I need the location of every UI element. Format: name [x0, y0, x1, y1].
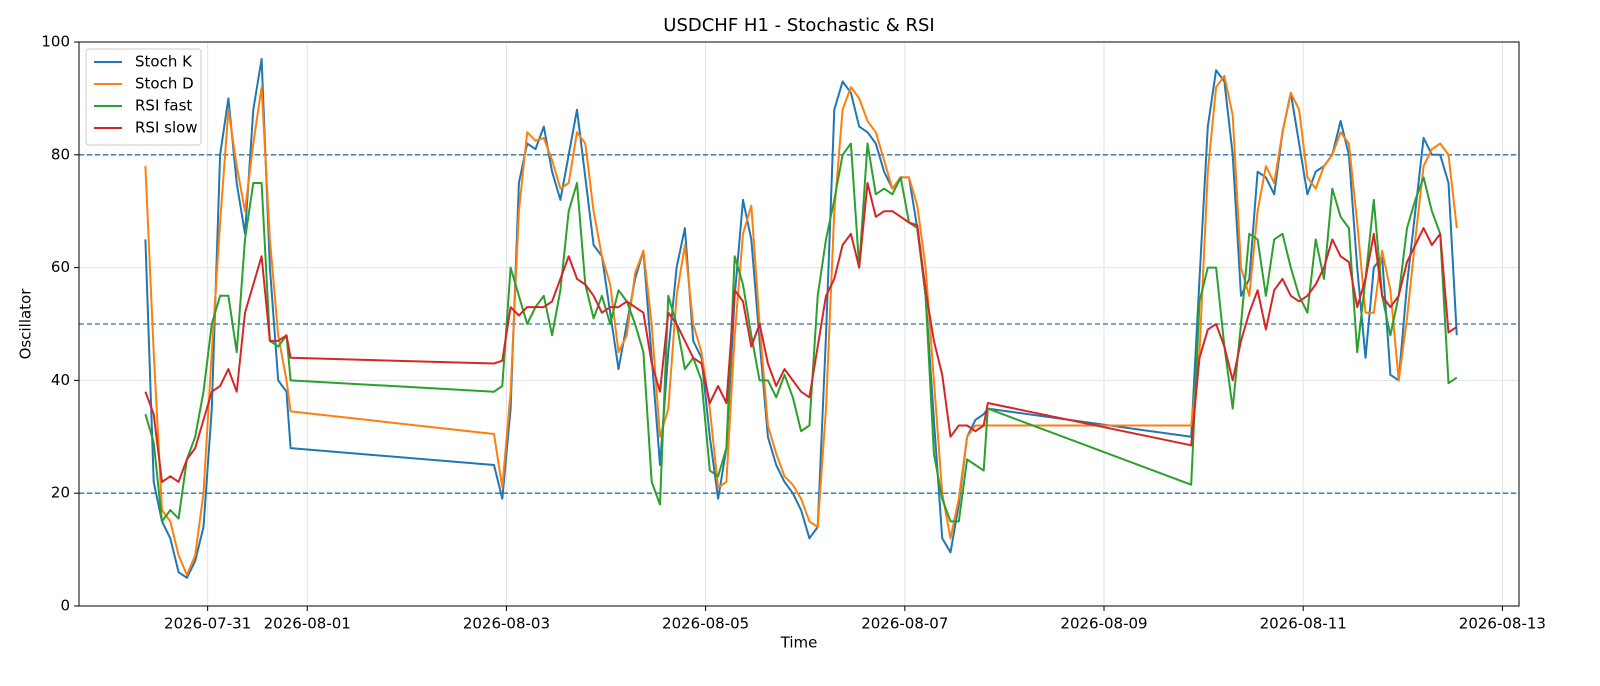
- y-tick-label: 60: [51, 258, 70, 276]
- y-tick-label: 40: [51, 371, 70, 389]
- x-tick-label: 2026-08-07: [861, 615, 948, 633]
- x-tick-label: 2026-07-31: [164, 615, 251, 633]
- y-tick-label: 100: [41, 33, 70, 51]
- y-tick-label: 20: [51, 484, 70, 502]
- legend-label: RSI slow: [135, 119, 198, 137]
- legend-label: Stoch D: [135, 75, 194, 93]
- x-tick-label: 2026-08-01: [264, 615, 351, 633]
- x-tick-label: 2026-08-13: [1459, 615, 1546, 633]
- series-line: [144, 142, 1458, 523]
- y-tick-label: 80: [51, 145, 70, 163]
- series-line: [144, 57, 1458, 579]
- plot-frame: [78, 41, 1520, 607]
- x-tick-label: 2026-08-03: [463, 615, 550, 633]
- legend-label: RSI fast: [135, 97, 192, 115]
- series-line: [144, 182, 1458, 483]
- y-axis-label: Oscillator: [17, 288, 35, 360]
- x-tick-label: 2026-08-09: [1060, 615, 1147, 633]
- legend-box: [85, 48, 202, 146]
- x-axis-label: Time: [780, 634, 818, 652]
- y-tick-label: 0: [60, 597, 70, 615]
- x-tick-label: 2026-08-11: [1260, 615, 1347, 633]
- x-tick-label: 2026-08-05: [662, 615, 749, 633]
- series-line: [144, 74, 1458, 576]
- chart-title: USDCHF H1 - Stochastic & RSI: [663, 15, 934, 36]
- legend-label: Stoch K: [135, 53, 193, 71]
